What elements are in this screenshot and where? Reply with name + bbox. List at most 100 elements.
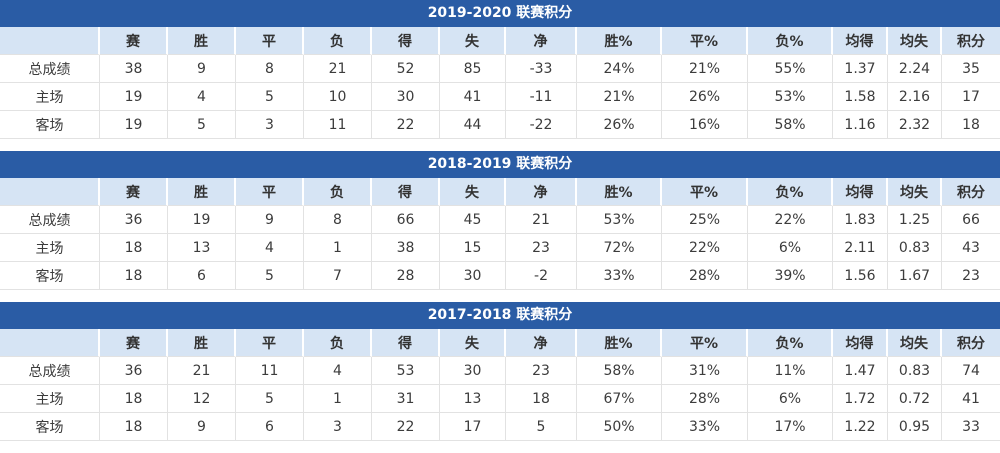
league-tables: 2019-2020 联赛积分 赛胜平负得失净胜% 平% 负% 均得 均失 积分 总成绩 38… (0, 0, 1000, 441)
column-header-draw-pct: 平% (662, 178, 748, 206)
stat-draws: 6 (236, 413, 304, 441)
column-header-losses: 负 (304, 178, 372, 206)
stat-draw-pct: 16% (662, 111, 748, 139)
stat-avg-goals-for: 1.83 (833, 206, 888, 234)
stat-avg-goals-against: 1.25 (888, 206, 942, 234)
column-header-points: 积分 (942, 329, 1000, 357)
column-header-goals-for: 得 (372, 27, 440, 55)
stat-goals-against: 13 (440, 385, 506, 413)
stat-win-pct: 53% (577, 206, 662, 234)
stat-games: 36 (100, 357, 168, 385)
header-row: 赛胜平负得失净胜% 平% 负% 均得 均失 积分 (0, 27, 1000, 55)
stat-draws: 8 (236, 55, 304, 83)
stat-avg-goals-against: 0.83 (888, 234, 942, 262)
stat-draw-pct: 28% (662, 385, 748, 413)
column-header-loss-pct: 负% (748, 329, 833, 357)
column-header-goals-for: 得 (372, 178, 440, 206)
stat-draws: 11 (236, 357, 304, 385)
stat-draw-pct: 25% (662, 206, 748, 234)
table-row: 主场 18 12 5 1 31 13 18 67% 28% 6% 1.72 0.72 41 (0, 385, 1000, 413)
stats-table: 赛胜平负得失净胜% 平% 负% 均得 均失 积分 总成绩 38 9 8 21 52 85 -33 24% 2… (0, 27, 1000, 139)
column-header-goals-for: 得 (372, 329, 440, 357)
stat-wins: 9 (168, 413, 236, 441)
season-title: 2018-2019 联赛积分 (427, 156, 573, 172)
table-row: 主场 19 4 5 10 30 41 -11 21% 26% 53% 1.58 2.16 17 (0, 83, 1000, 111)
column-header-points: 积分 (942, 178, 1000, 206)
stat-goal-diff: 5 (506, 413, 577, 441)
row-label: 总成绩 (0, 55, 100, 83)
stat-goals-for: 22 (372, 111, 440, 139)
stat-loss-pct: 58% (748, 111, 833, 139)
stat-win-pct: 21% (577, 83, 662, 111)
column-header-loss-pct: 负% (748, 178, 833, 206)
row-label: 客场 (0, 262, 100, 290)
stat-win-pct: 72% (577, 234, 662, 262)
row-label: 主场 (0, 83, 100, 111)
stat-wins: 5 (168, 111, 236, 139)
stat-points: 18 (942, 111, 1000, 139)
stat-draws: 4 (236, 234, 304, 262)
stat-avg-goals-for: 1.56 (833, 262, 888, 290)
stat-wins: 19 (168, 206, 236, 234)
stat-draws: 5 (236, 83, 304, 111)
column-header-avg-goals-against: 均失 (888, 27, 942, 55)
stat-games: 19 (100, 83, 168, 111)
stat-draws: 3 (236, 111, 304, 139)
column-header-draws: 平 (236, 178, 304, 206)
column-header-losses: 负 (304, 27, 372, 55)
stat-avg-goals-against: 2.32 (888, 111, 942, 139)
column-header-wins: 胜 (168, 27, 236, 55)
stat-draw-pct: 21% (662, 55, 748, 83)
column-header-wins: 胜 (168, 329, 236, 357)
stat-goals-for: 38 (372, 234, 440, 262)
table-row: 总成绩 36 19 9 8 66 45 21 53% 25% 22% 1.83 1.25 66 (0, 206, 1000, 234)
stat-win-pct: 67% (577, 385, 662, 413)
row-label: 主场 (0, 234, 100, 262)
stat-goals-for: 31 (372, 385, 440, 413)
column-header-games: 赛 (100, 178, 168, 206)
stat-games: 18 (100, 262, 168, 290)
season-section: 2018-2019 联赛积分 赛胜平负得失净胜% 平% 负% 均得 均失 积分 总成绩 36… (0, 151, 1000, 290)
stat-goals-against: 15 (440, 234, 506, 262)
column-header-draw-pct: 平% (662, 27, 748, 55)
stat-losses: 4 (304, 357, 372, 385)
stat-avg-goals-against: 0.83 (888, 357, 942, 385)
stat-games: 38 (100, 55, 168, 83)
stat-goals-for: 66 (372, 206, 440, 234)
stat-goal-diff: 21 (506, 206, 577, 234)
stat-points: 35 (942, 55, 1000, 83)
stat-wins: 6 (168, 262, 236, 290)
stat-draws: 5 (236, 385, 304, 413)
season-title-bar: 2019-2020 联赛积分 (0, 0, 1000, 27)
season-section: 2019-2020 联赛积分 赛胜平负得失净胜% 平% 负% 均得 均失 积分 总成绩 38… (0, 0, 1000, 139)
stat-games: 18 (100, 413, 168, 441)
season-title-bar: 2018-2019 联赛积分 (0, 151, 1000, 178)
stat-losses: 21 (304, 55, 372, 83)
stat-goal-diff: -11 (506, 83, 577, 111)
stat-wins: 21 (168, 357, 236, 385)
stat-loss-pct: 22% (748, 206, 833, 234)
stat-loss-pct: 39% (748, 262, 833, 290)
stat-goals-against: 44 (440, 111, 506, 139)
stat-losses: 7 (304, 262, 372, 290)
season-title: 2019-2020 联赛积分 (427, 5, 573, 21)
stat-draws: 5 (236, 262, 304, 290)
stat-games: 18 (100, 385, 168, 413)
stats-table: 赛胜平负得失净胜% 平% 负% 均得 均失 积分 总成绩 36 19 9 8 66 45 21 53% 25… (0, 178, 1000, 290)
stat-goals-against: 30 (440, 357, 506, 385)
stat-goal-diff: -33 (506, 55, 577, 83)
stat-goals-for: 28 (372, 262, 440, 290)
column-header-goals-against: 失 (440, 178, 506, 206)
league-points-page: 2019-2020 联赛积分 赛胜平负得失净胜% 平% 负% 均得 均失 积分 总成绩 38… (0, 0, 1000, 441)
stat-draws: 9 (236, 206, 304, 234)
column-header-goal-diff: 净 (506, 27, 577, 55)
season-section: 2017-2018 联赛积分 赛胜平负得失净胜% 平% 负% 均得 均失 积分 总成绩 36… (0, 302, 1000, 441)
column-header-losses: 负 (304, 329, 372, 357)
column-header-draw-pct: 平% (662, 329, 748, 357)
stat-draw-pct: 22% (662, 234, 748, 262)
stat-draw-pct: 33% (662, 413, 748, 441)
stat-points: 23 (942, 262, 1000, 290)
stat-win-pct: 26% (577, 111, 662, 139)
stat-win-pct: 33% (577, 262, 662, 290)
season-title-bar: 2017-2018 联赛积分 (0, 302, 1000, 329)
